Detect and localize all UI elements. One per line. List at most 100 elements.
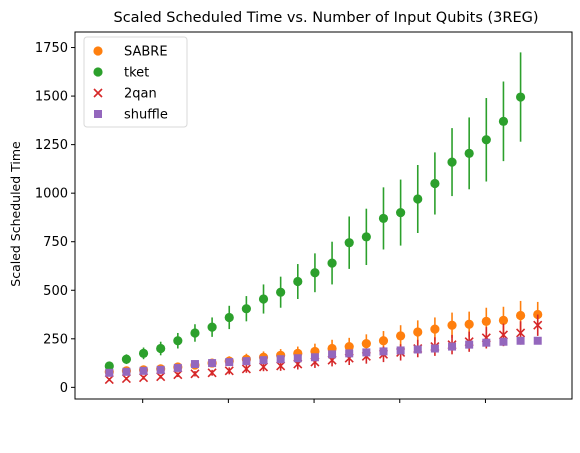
data-point (173, 370, 183, 380)
data-point (361, 339, 371, 349)
data-point (362, 348, 371, 357)
data-point (464, 148, 474, 158)
data-point (464, 319, 474, 329)
data-point (344, 341, 354, 352)
chart-title: Scaled Scheduled Time vs. Number of Inpu… (113, 10, 538, 26)
data-point (190, 360, 199, 369)
data-point (156, 372, 166, 382)
data-point (139, 366, 148, 375)
y-tick-label: 0 (60, 381, 68, 396)
data-point (516, 328, 526, 338)
data-point (310, 268, 320, 278)
data-point (447, 157, 457, 167)
data-point (241, 364, 251, 374)
data-point (430, 324, 440, 334)
data-point (121, 374, 131, 384)
data-point (327, 258, 337, 268)
legend-label: SABRE (124, 45, 168, 60)
legend-marker (94, 110, 102, 118)
data-point (481, 135, 491, 145)
data-point (378, 213, 389, 224)
data-point (190, 328, 200, 338)
y-tick-label: 1250 (35, 138, 68, 153)
data-point (173, 336, 183, 346)
data-point (533, 320, 543, 330)
legend-label: shuffle (124, 108, 168, 123)
data-point (122, 367, 131, 376)
series-2qan (104, 314, 543, 385)
data-point (276, 287, 286, 297)
legend-box (83, 36, 188, 128)
data-point (293, 354, 302, 363)
y-tick-label: 1500 (35, 90, 68, 105)
data-point (413, 194, 423, 204)
y-tick-label: 500 (43, 284, 68, 299)
data-point (138, 348, 149, 358)
data-point (276, 361, 286, 371)
y-tick-label: 250 (43, 332, 68, 347)
legend-label: tket (124, 66, 149, 81)
y-tick-label: 1750 (35, 41, 68, 56)
data-point (396, 331, 406, 341)
data-point (378, 336, 389, 346)
data-point (156, 343, 166, 354)
y-tick-label: 1000 (35, 187, 68, 202)
data-point (533, 336, 542, 345)
series-tket (104, 52, 526, 371)
data-point (138, 373, 149, 383)
legend-marker (93, 46, 103, 56)
data-point (515, 310, 526, 321)
data-point (498, 330, 509, 340)
data-point (224, 366, 234, 376)
data-point (465, 340, 474, 349)
data-point (207, 368, 217, 378)
legend-marker (93, 67, 103, 77)
data-point (241, 304, 251, 314)
series-shuffle (105, 336, 542, 377)
data-point (516, 336, 525, 345)
data-point (328, 350, 337, 359)
data-point (498, 315, 509, 325)
y-tick-label: 750 (43, 235, 68, 250)
y-axis-label: Scaled Scheduled Time (8, 141, 23, 287)
data-point (413, 327, 423, 337)
legend-marker (93, 88, 103, 98)
data-point (361, 232, 371, 242)
data-point (345, 349, 354, 358)
data-point (258, 362, 269, 372)
data-point (447, 320, 457, 330)
data-point (276, 355, 285, 364)
data-point (121, 354, 132, 364)
data-point (293, 276, 303, 287)
data-point (481, 316, 491, 326)
data-point (396, 346, 405, 355)
series-SABRE (104, 300, 543, 377)
data-point (242, 357, 251, 366)
data-point (190, 369, 200, 379)
data-point (208, 359, 217, 368)
data-point (413, 345, 422, 354)
plot-area: 0 250 500 750 1000 1250 1500 1750 SABRE tket 2qan s… (35, 31, 573, 403)
data-point (344, 238, 354, 248)
data-point (104, 361, 114, 371)
data-point (379, 347, 388, 356)
data-point (224, 312, 234, 323)
data-point (396, 207, 406, 218)
data-point (173, 363, 182, 372)
data-point (430, 344, 439, 353)
data-point (310, 353, 319, 362)
plot-frame (74, 31, 573, 400)
data-point (499, 337, 508, 346)
data-point (448, 342, 457, 351)
data-point (430, 178, 440, 189)
data-point (156, 365, 165, 374)
data-point (515, 92, 526, 102)
data-point (498, 116, 509, 126)
data-point (207, 322, 217, 332)
data-point (225, 358, 234, 367)
legend: SABRE tket 2qan shuffle (83, 36, 188, 128)
data-point (259, 356, 268, 365)
data-point (105, 368, 114, 377)
data-point (482, 338, 491, 347)
